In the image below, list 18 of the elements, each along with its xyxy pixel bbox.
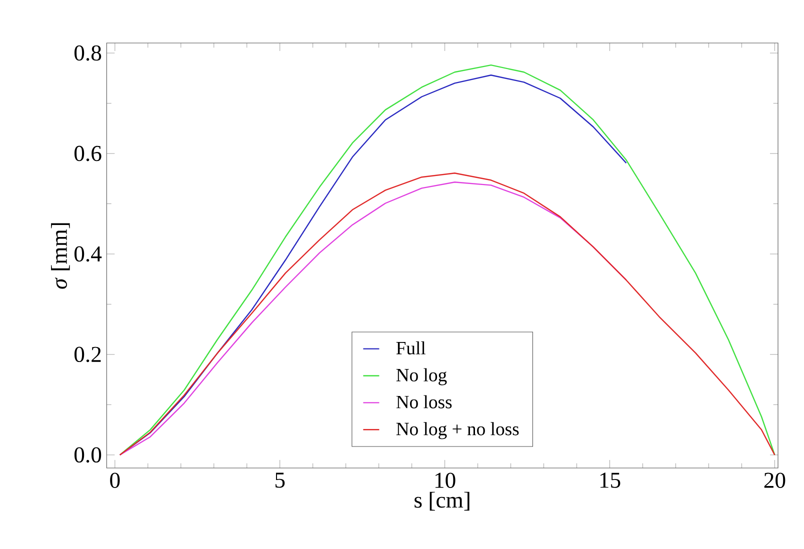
x-tick-label: 20 [764, 472, 786, 488]
line-series [119, 172, 776, 456]
y-tick-label: 0.4 [74, 246, 102, 262]
legend-label: Full [396, 341, 426, 354]
y-tick-label: 0.0 [74, 447, 102, 463]
x-axis-title: s [cm] [414, 492, 470, 511]
x-tick-label: 0 [110, 472, 120, 488]
y-tick-label: 0.2 [74, 346, 101, 362]
line-series [119, 64, 776, 456]
y-axis-title: σ [mm] [51, 223, 70, 289]
y-tick-label: 0.6 [74, 146, 102, 162]
x-tick-label: 5 [276, 472, 285, 488]
legend-label: No log + no loss [396, 422, 519, 440]
legend-label: No loss [396, 395, 452, 408]
x-tick-label: 10 [435, 472, 456, 488]
y-tick-label: 0.8 [74, 45, 102, 61]
x-tick-label: 15 [600, 472, 620, 488]
legend-label: No log [396, 368, 447, 386]
